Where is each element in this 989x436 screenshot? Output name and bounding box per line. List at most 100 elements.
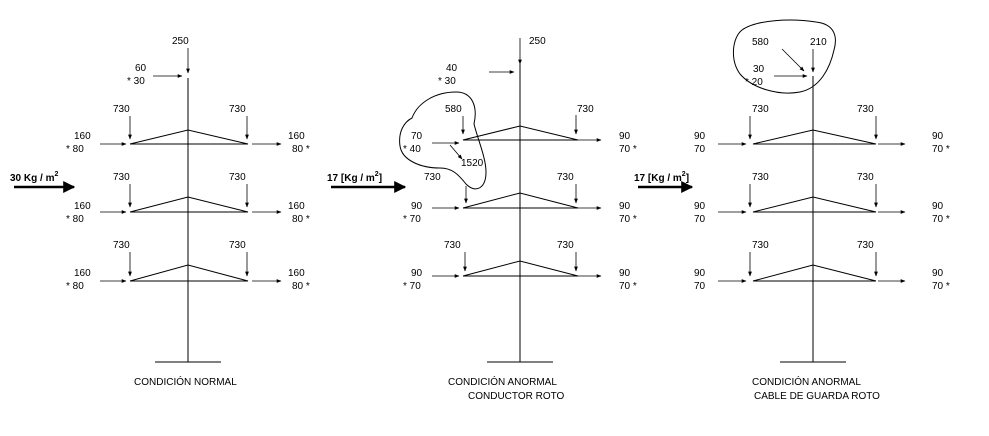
- right-horizontal-load: 160: [288, 268, 305, 279]
- right-horizontal-load-alt: 80 *: [292, 144, 310, 155]
- right-horizontal-load-alt: 70 *: [619, 214, 637, 225]
- left-vertical-load: 730: [752, 104, 769, 115]
- left-horizontal-load-alt: 70: [694, 144, 706, 155]
- crossarm-level-3: 730 730 90 * 70 90 70 *: [403, 240, 637, 292]
- right-horizontal-load-alt: 80 *: [292, 214, 310, 225]
- left-horizontal-load-alt: * 80: [66, 281, 84, 292]
- crossarm: [752, 264, 877, 282]
- left-vertical-load: 730: [752, 240, 769, 251]
- crossarm: [462, 125, 579, 141]
- left-vertical-load: 730: [113, 240, 130, 251]
- left-vertical-load: 730: [444, 240, 461, 251]
- wind-load-label: 30 Kg / m2: [10, 171, 58, 184]
- top-vertical-load: 210: [810, 37, 827, 48]
- guard-diagonal-arrow: [781, 48, 805, 72]
- right-horizontal-load: 160: [288, 201, 305, 212]
- left-vertical-load: 730: [752, 172, 769, 183]
- wind-load-label: 17 [Kg / m2]: [634, 171, 689, 184]
- panel-caption-line-2: CABLE DE GUARDA ROTO: [754, 391, 880, 402]
- panel-caption: CONDICIÓN NORMAL: [134, 375, 237, 388]
- left-horizontal-load-alt: * 70: [403, 281, 421, 292]
- left-horizontal-load: 160: [74, 201, 91, 212]
- left-horizontal-load: 160: [74, 131, 91, 142]
- panel-broken-conductor: 250 40 * 30 17 [Kg / m2] 580 70 * 40 152…: [327, 36, 637, 402]
- crossarm-level-2: 730 730 90 70 90 70 *: [694, 172, 950, 225]
- right-horizontal-load: 90: [932, 268, 944, 279]
- right-vertical-load: 730: [557, 172, 574, 183]
- top-horizontal-load-alt: * 30: [438, 76, 456, 87]
- crossarm-level-3: 730 730 90 70 90 70 *: [694, 240, 950, 292]
- right-horizontal-load-alt: 70 *: [932, 214, 950, 225]
- left-horizontal-load-alt: * 80: [66, 144, 84, 155]
- panel-normal: 250 60 * 30 30 Kg / m2 730 730 160 * 80 …: [10, 36, 310, 388]
- crossarm: [129, 264, 249, 282]
- crossarm: [462, 260, 579, 277]
- left-horizontal-load: 90: [411, 201, 423, 212]
- broken-vertical-load: 580: [445, 104, 462, 115]
- panel-broken-guard-cable: 580 210 30 * 20 17 [Kg / m2] 730 730 90 …: [634, 19, 950, 402]
- right-vertical-load: 730: [229, 104, 246, 115]
- top-vertical-load: 250: [172, 36, 189, 47]
- right-vertical-load: 730: [557, 240, 574, 251]
- right-horizontal-load-alt: 70 *: [619, 281, 637, 292]
- right-horizontal-load: 90: [619, 201, 631, 212]
- top-horizontal-load: 60: [135, 63, 147, 74]
- wind-load-label: 17 [Kg / m2]: [327, 171, 382, 184]
- guard-vertical-load-left: 580: [752, 37, 769, 48]
- right-horizontal-load: 90: [932, 201, 944, 212]
- broken-horizontal-load: 70: [411, 131, 423, 142]
- crossarm: [129, 196, 249, 213]
- top-horizontal-load-alt: * 20: [745, 77, 763, 88]
- crossarm-level-3: 730 730 160 * 80 160 80 *: [66, 240, 310, 292]
- broken-side-vertical-load: 730: [424, 172, 441, 183]
- right-horizontal-load-alt: 70 *: [932, 281, 950, 292]
- right-horizontal-load: 90: [619, 131, 631, 142]
- left-horizontal-load: 90: [411, 268, 423, 279]
- top-horizontal-load: 30: [753, 64, 765, 75]
- crossarm-level-2: 730 730 160 * 80 160 80 *: [66, 172, 310, 225]
- panel-caption-line-2: CONDUCTOR ROTO: [468, 391, 565, 402]
- top-horizontal-load-alt: * 30: [127, 76, 145, 87]
- crossarm: [752, 196, 877, 213]
- left-horizontal-load-alt: 70: [694, 214, 706, 225]
- crossarm: [129, 129, 249, 145]
- right-horizontal-load: 160: [288, 131, 305, 142]
- broken-longitudinal-arrow: [449, 144, 463, 160]
- right-horizontal-load-alt: 70 *: [932, 144, 950, 155]
- left-horizontal-load: 160: [74, 268, 91, 279]
- left-horizontal-load: 90: [694, 131, 706, 142]
- right-vertical-load: 730: [229, 172, 246, 183]
- left-horizontal-load-alt: * 80: [66, 214, 84, 225]
- left-horizontal-load: 90: [694, 201, 706, 212]
- crossarm: [752, 129, 877, 145]
- top-horizontal-load: 40: [446, 63, 458, 74]
- right-horizontal-load-alt: 80 *: [292, 281, 310, 292]
- left-vertical-load: 730: [113, 172, 130, 183]
- crossarm: [462, 192, 579, 209]
- crossarm-level-1: 730 90 70 *: [462, 104, 637, 155]
- right-vertical-load: 730: [577, 104, 594, 115]
- right-vertical-load: 730: [857, 240, 874, 251]
- broken-conductor-highlight: [399, 91, 487, 190]
- left-vertical-load: 730: [113, 104, 130, 115]
- broken-horizontal-load-alt: * 40: [403, 144, 421, 155]
- broken-longitudinal-load: 1520: [461, 158, 484, 169]
- broken-guard-cable-highlight: [733, 19, 836, 94]
- panel-caption: CONDICIÓN ANORMAL: [752, 375, 861, 388]
- right-horizontal-load-alt: 70 *: [619, 144, 637, 155]
- crossarm-level-1: 730 730 160 * 80 160 80 *: [66, 104, 310, 155]
- left-horizontal-load-alt: 70: [694, 281, 706, 292]
- left-horizontal-load: 90: [694, 268, 706, 279]
- left-horizontal-load-alt: * 70: [403, 214, 421, 225]
- top-vertical-load: 250: [529, 36, 546, 47]
- crossarm-level-1: 730 730 90 70 90 70 *: [694, 104, 950, 155]
- right-vertical-load: 730: [857, 172, 874, 183]
- right-vertical-load: 730: [857, 104, 874, 115]
- right-horizontal-load: 90: [619, 268, 631, 279]
- panel-caption: CONDICIÓN ANORMAL: [448, 375, 557, 388]
- right-vertical-load: 730: [229, 240, 246, 251]
- right-horizontal-load: 90: [932, 131, 944, 142]
- crossarm-level-2: 730 90 * 70 90 70 *: [403, 172, 637, 225]
